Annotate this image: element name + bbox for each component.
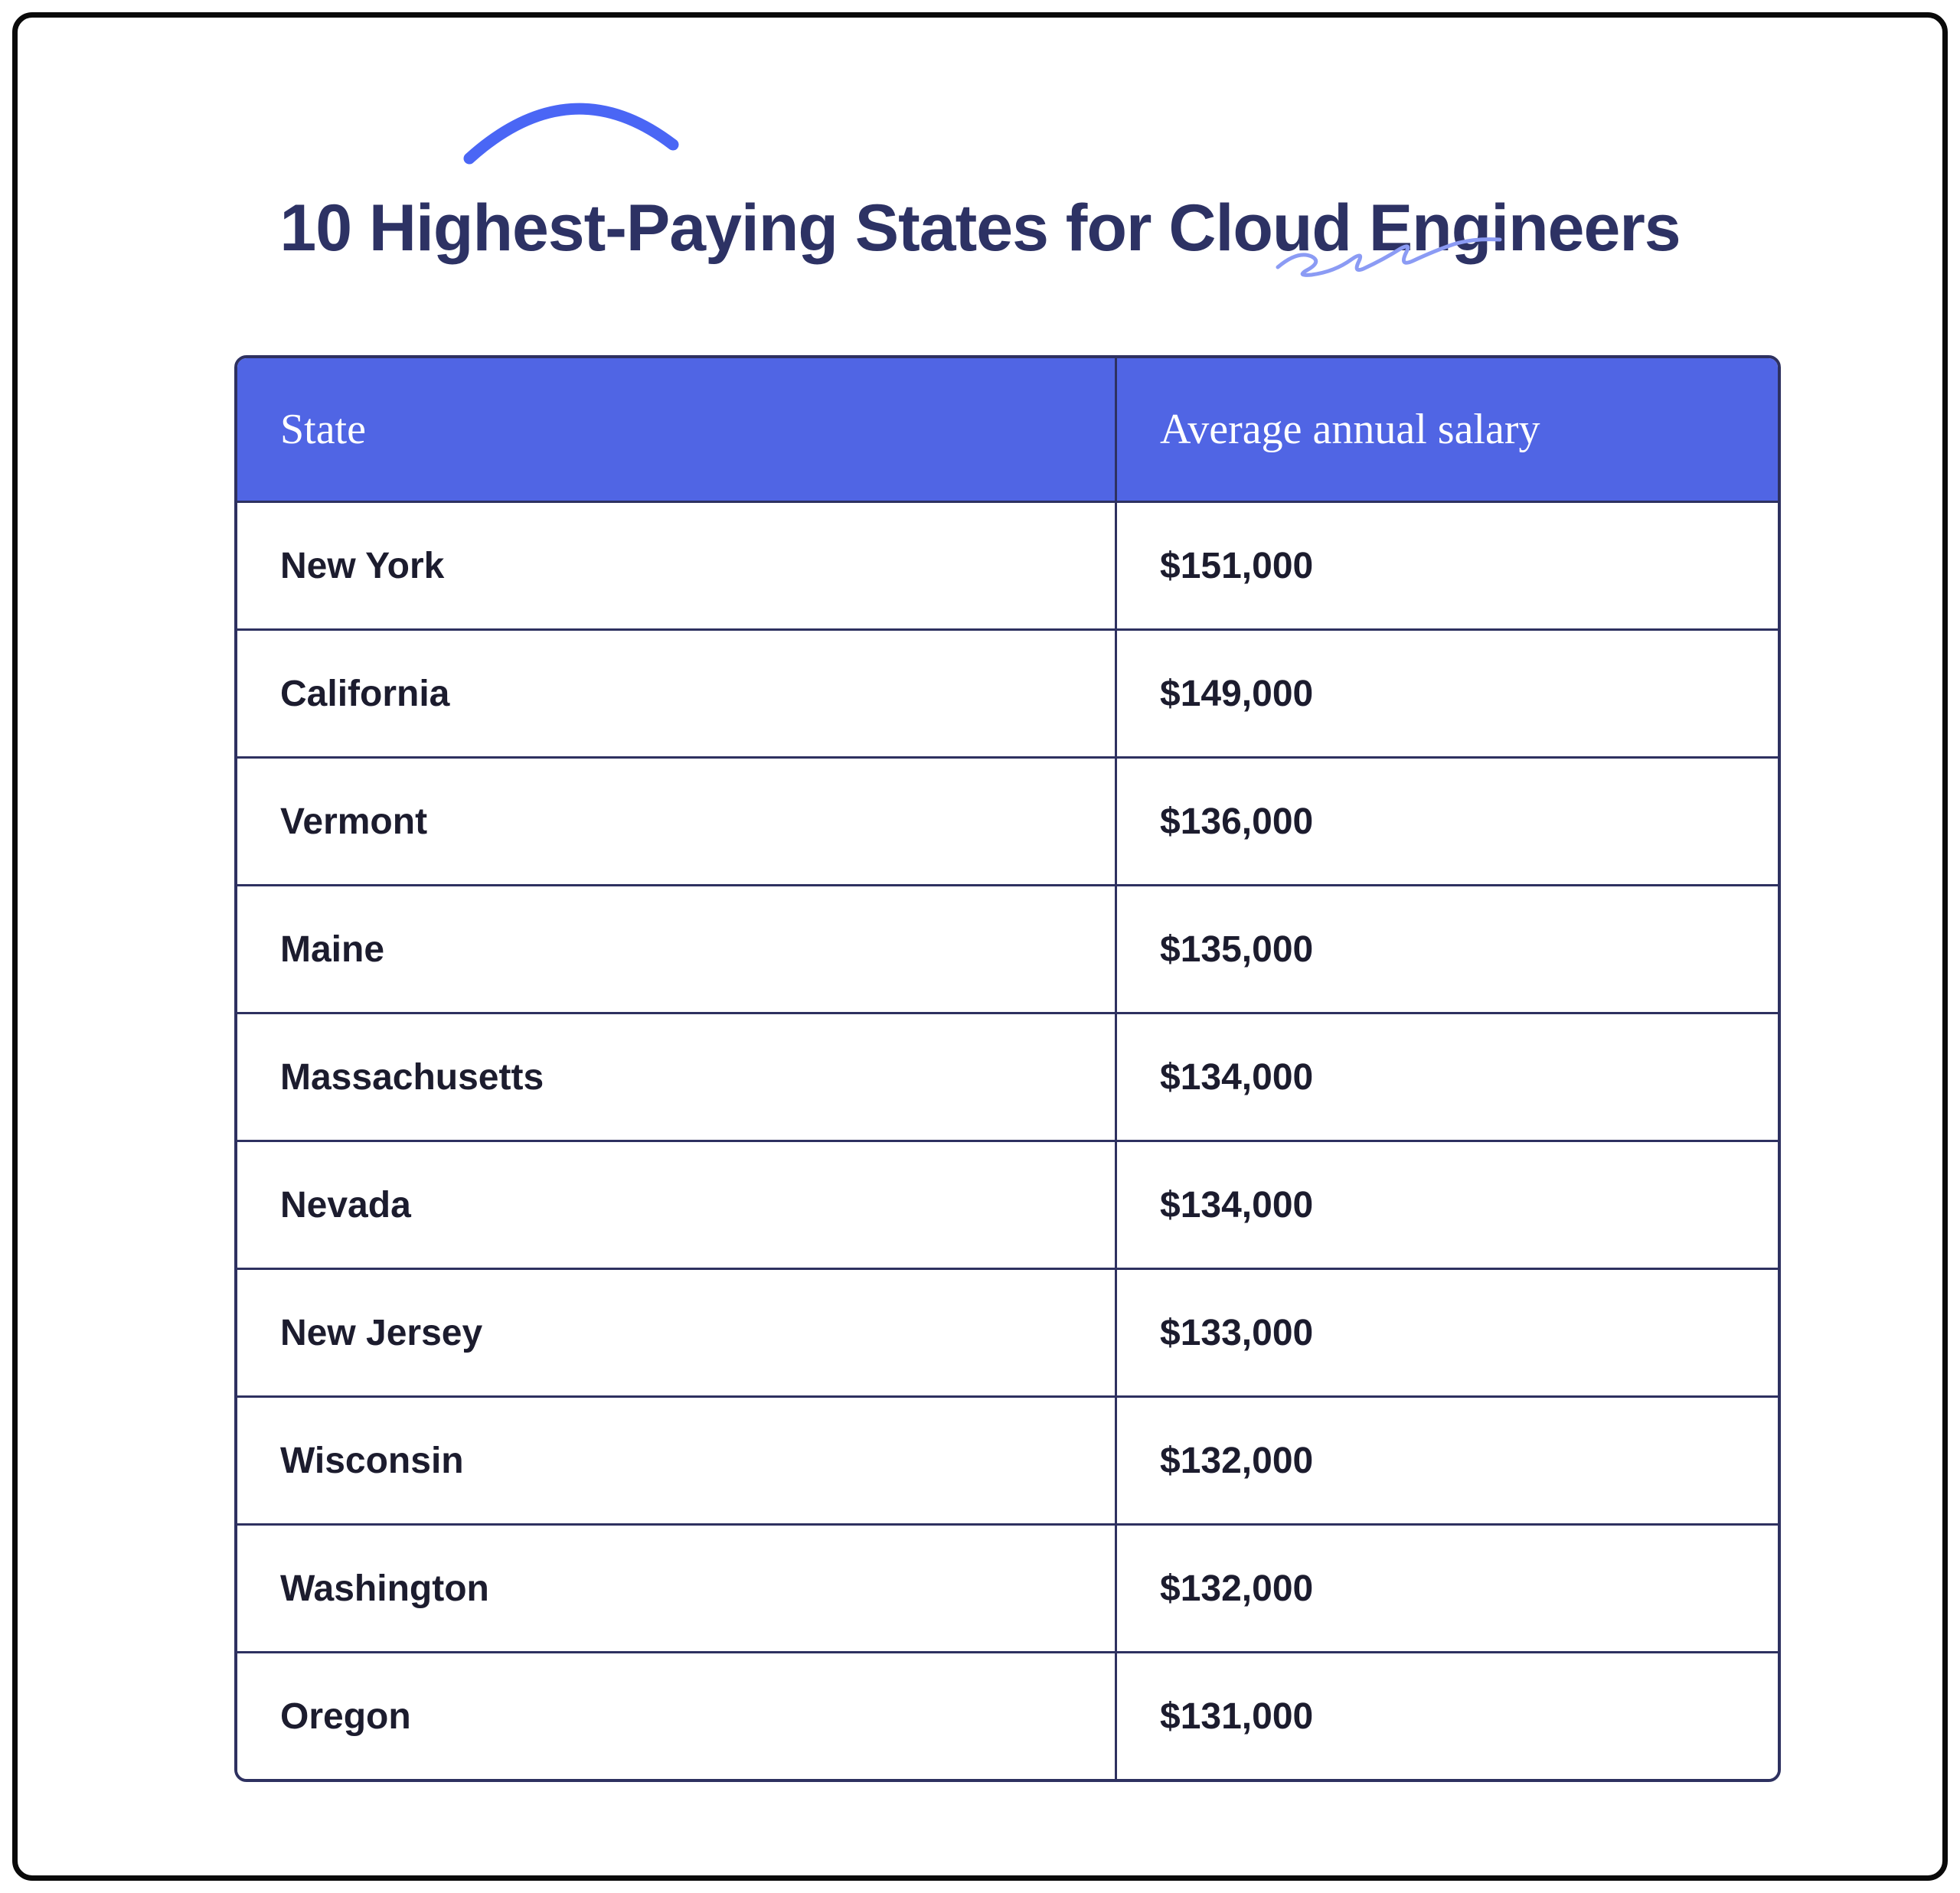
state-cell: Washington [280, 1568, 489, 1609]
outer-frame: 10 Highest-Paying States for Cloud Engin… [12, 12, 1948, 1881]
table-row: Maine $135,000 [237, 884, 1778, 1012]
salary-cell: $132,000 [1115, 1526, 1778, 1651]
state-cell: Maine [280, 929, 385, 970]
table-row: Oregon $131,000 [237, 1651, 1778, 1779]
salary-cell: $136,000 [1115, 759, 1778, 884]
state-cell: California [280, 673, 450, 714]
state-cell: New York [280, 545, 445, 586]
salary-cell: $149,000 [1115, 631, 1778, 756]
state-cell: Nevada [280, 1184, 411, 1226]
state-cell: Wisconsin [280, 1440, 464, 1481]
table-body: New York $151,000 California $149,000 Ve… [237, 501, 1778, 1779]
salary-cell: $151,000 [1115, 503, 1778, 628]
table-row: Massachusetts $134,000 [237, 1012, 1778, 1140]
table-row: Nevada $134,000 [237, 1140, 1778, 1268]
salary-cell: $133,000 [1115, 1270, 1778, 1395]
table-row: New Jersey $133,000 [237, 1268, 1778, 1395]
salary-cell: $134,000 [1115, 1014, 1778, 1140]
salary-cell: $134,000 [1115, 1142, 1778, 1268]
table-header-row: State Average annual salary [237, 358, 1778, 501]
state-cell: Vermont [280, 801, 428, 842]
salary-cell: $132,000 [1115, 1398, 1778, 1523]
salary-cell: $135,000 [1115, 886, 1778, 1012]
salary-cell: $131,000 [1115, 1653, 1778, 1779]
table-row: California $149,000 [237, 628, 1778, 756]
salary-table: State Average annual salary New York $15… [234, 355, 1781, 1782]
table-row: Vermont $136,000 [237, 756, 1778, 884]
state-cell: Massachusetts [280, 1056, 544, 1098]
state-cell: New Jersey [280, 1312, 483, 1353]
table-row: Wisconsin $132,000 [237, 1395, 1778, 1523]
column-header-salary: Average annual salary [1115, 358, 1778, 501]
state-cell: Oregon [280, 1696, 411, 1737]
page-title: 10 Highest-Paying States for Cloud Engin… [279, 191, 1681, 265]
table-row: Washington $132,000 [237, 1523, 1778, 1651]
table-row: New York $151,000 [237, 501, 1778, 628]
column-header-state: State [280, 406, 366, 453]
